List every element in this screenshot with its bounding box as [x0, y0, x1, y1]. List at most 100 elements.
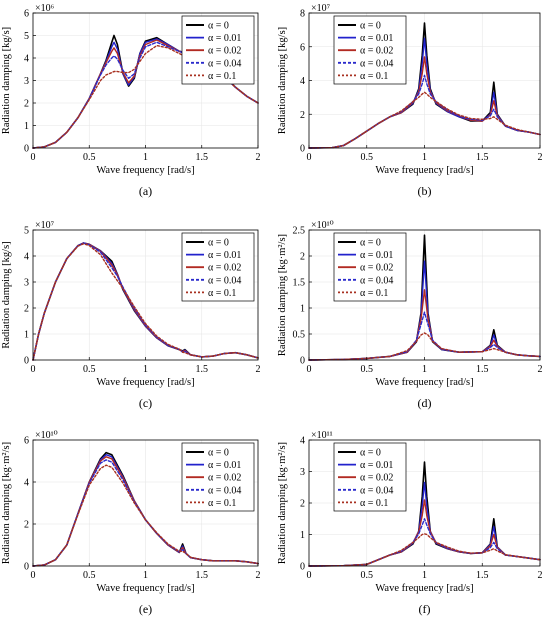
y-tick-label: 6	[24, 9, 29, 20]
legend: α = 0α = 0.01 α = 0.02α = 0.04 α = 0.1	[333, 15, 407, 85]
x-tick-label: 0	[307, 152, 312, 163]
axis-exponent-label: ×10¹⁰	[311, 220, 334, 231]
legend: α = 0α = 0.01 α = 0.02α = 0.04 α = 0.1	[181, 232, 255, 302]
x-tick-label: 0	[307, 570, 312, 581]
y-axis-label: Radiation damping [kg/s]	[1, 241, 12, 348]
x-tick-label: 2	[538, 570, 543, 581]
legend-label-3: α = 0.02	[208, 263, 241, 274]
x-tick-label: 0	[31, 152, 36, 163]
legend-label-4: α = 0.04	[208, 485, 241, 496]
y-axis-label: Radiation damping [kg·m²/s]	[277, 442, 288, 564]
legend-label-4: α = 0.04	[208, 275, 241, 286]
y-tick-label: 4	[24, 478, 29, 489]
x-tick-label: 1	[143, 364, 148, 375]
legend-label-1: α = 0	[208, 21, 229, 32]
series-line-5	[32, 464, 259, 567]
legend-label-4: α = 0.04	[360, 58, 393, 69]
y-tick-label: 2	[24, 520, 29, 531]
x-axis-label: Wave frequency [rad/s]	[96, 377, 194, 388]
legend: α = 0α = 0.01 α = 0.02α = 0.04 α = 0.1	[333, 442, 407, 512]
x-axis-label: Wave frequency [rad/s]	[375, 583, 473, 594]
panel-label: (b)	[418, 184, 432, 198]
chart-panel-c: 0 0.5 1 1.5 2 0 1 2 3 4 5 ×10⁷ Wave frequency [rad/s…	[1, 220, 261, 410]
x-tick-label: 1	[422, 570, 427, 581]
legend-label-2: α = 0.01	[360, 460, 393, 471]
x-tick-label: 0	[31, 364, 36, 375]
y-tick-label: 5	[24, 226, 29, 237]
x-tick-label: 0.5	[83, 364, 96, 375]
y-tick-label: 8	[300, 9, 305, 20]
x-tick-label: 1.5	[196, 364, 209, 375]
legend-label-1: α = 0	[208, 238, 229, 249]
y-tick-label: 1.5	[293, 278, 306, 289]
y-tick-label: 2.5	[293, 226, 306, 237]
legend-label-1: α = 0	[360, 238, 381, 249]
legend-label-5: α = 0.1	[208, 288, 236, 299]
legend-label-3: α = 0.02	[208, 46, 241, 57]
legend: α = 0α = 0.01 α = 0.02α = 0.04 α = 0.1	[181, 442, 255, 512]
y-tick-label: 0	[24, 144, 29, 155]
y-tick-label: 1	[300, 530, 305, 541]
x-tick-label: 0.5	[361, 364, 374, 375]
y-tick-label: 1	[300, 304, 305, 315]
x-tick-label: 1.5	[476, 152, 489, 163]
panel-label: (d)	[418, 396, 432, 410]
x-axis-label: Wave frequency [rad/s]	[375, 165, 473, 176]
legend-label-4: α = 0.04	[360, 485, 393, 496]
x-axis-label: Wave frequency [rad/s]	[96, 583, 194, 594]
x-tick-label: 2	[538, 152, 543, 163]
legend-label-4: α = 0.04	[360, 275, 393, 286]
y-tick-label: 0	[300, 562, 305, 573]
x-tick-label: 0.5	[361, 570, 374, 581]
legend-label-5: α = 0.1	[360, 71, 388, 82]
x-tick-label: 1.5	[476, 570, 489, 581]
x-tick-label: 1	[143, 152, 148, 163]
y-tick-label: 3	[24, 76, 29, 87]
chart-panel-a: 0 0.5 1 1.5 2 0 1 2 3 4 5 6 ×10⁶ Wave frequency [rad/…	[1, 3, 261, 198]
chart-panel-f: 0 0.5 1 1.5 2 0 1 2 3 4 ×10¹¹ Wave frequency [rad/s…	[277, 430, 543, 616]
legend: α = 0α = 0.01 α = 0.02α = 0.04 α = 0.1	[181, 15, 255, 85]
x-tick-label: 2	[256, 152, 261, 163]
axis-exponent-label: ×10¹¹	[311, 430, 333, 441]
x-tick-label: 0	[31, 570, 36, 581]
y-axis-label: Radiation damping [kg·m²/s]	[277, 234, 288, 356]
x-tick-label: 2	[256, 364, 261, 375]
y-tick-label: 4	[300, 436, 305, 447]
legend-label-2: α = 0.01	[208, 33, 241, 44]
y-tick-label: 4	[300, 76, 305, 87]
x-tick-label: 1	[143, 570, 148, 581]
y-tick-label: 2	[300, 252, 305, 263]
series-line-5	[32, 44, 259, 149]
legend-label-2: α = 0.01	[208, 250, 241, 261]
chart-panel-b: 0 0.5 1 1.5 2 0 2 4 6 8 ×10⁷ Wave frequency [rad/s]…	[277, 3, 543, 198]
series-line-5	[32, 243, 259, 361]
y-tick-label: 5	[24, 31, 29, 42]
panel-label: (a)	[139, 184, 152, 198]
legend-label-5: α = 0.1	[360, 498, 388, 509]
y-tick-label: 0	[24, 562, 29, 573]
axis-exponent-label: ×10¹⁰	[35, 430, 58, 441]
legend-label-3: α = 0.02	[208, 473, 241, 484]
series-line-5	[308, 91, 541, 149]
x-tick-label: 1	[422, 364, 427, 375]
legend: α = 0α = 0.01 α = 0.02α = 0.04 α = 0.1	[333, 232, 407, 302]
panel-label: (f)	[419, 602, 431, 616]
series-line-5	[308, 533, 541, 567]
panel-label: (e)	[139, 602, 152, 616]
y-tick-label: 1	[24, 121, 29, 132]
axis-exponent-label: ×10⁶	[35, 3, 55, 14]
legend-label-3: α = 0.02	[360, 46, 393, 57]
y-axis-label: Radiation damping [kg/s]	[1, 27, 12, 134]
series-line-5	[308, 332, 541, 361]
x-axis-label: Wave frequency [rad/s]	[375, 377, 473, 388]
chart-panel-e: 0 0.5 1 1.5 2 0 2 4 6 ×10¹⁰ Wave frequency [rad/s]…	[1, 430, 261, 616]
y-tick-label: 2	[24, 99, 29, 110]
legend-label-2: α = 0.01	[208, 460, 241, 471]
y-tick-label: 4	[24, 54, 29, 65]
x-tick-label: 1.5	[196, 570, 209, 581]
y-tick-label: 6	[24, 436, 29, 447]
x-tick-label: 0	[307, 364, 312, 375]
axis-exponent-label: ×10⁷	[311, 3, 331, 14]
y-tick-label: 0.5	[293, 330, 306, 341]
